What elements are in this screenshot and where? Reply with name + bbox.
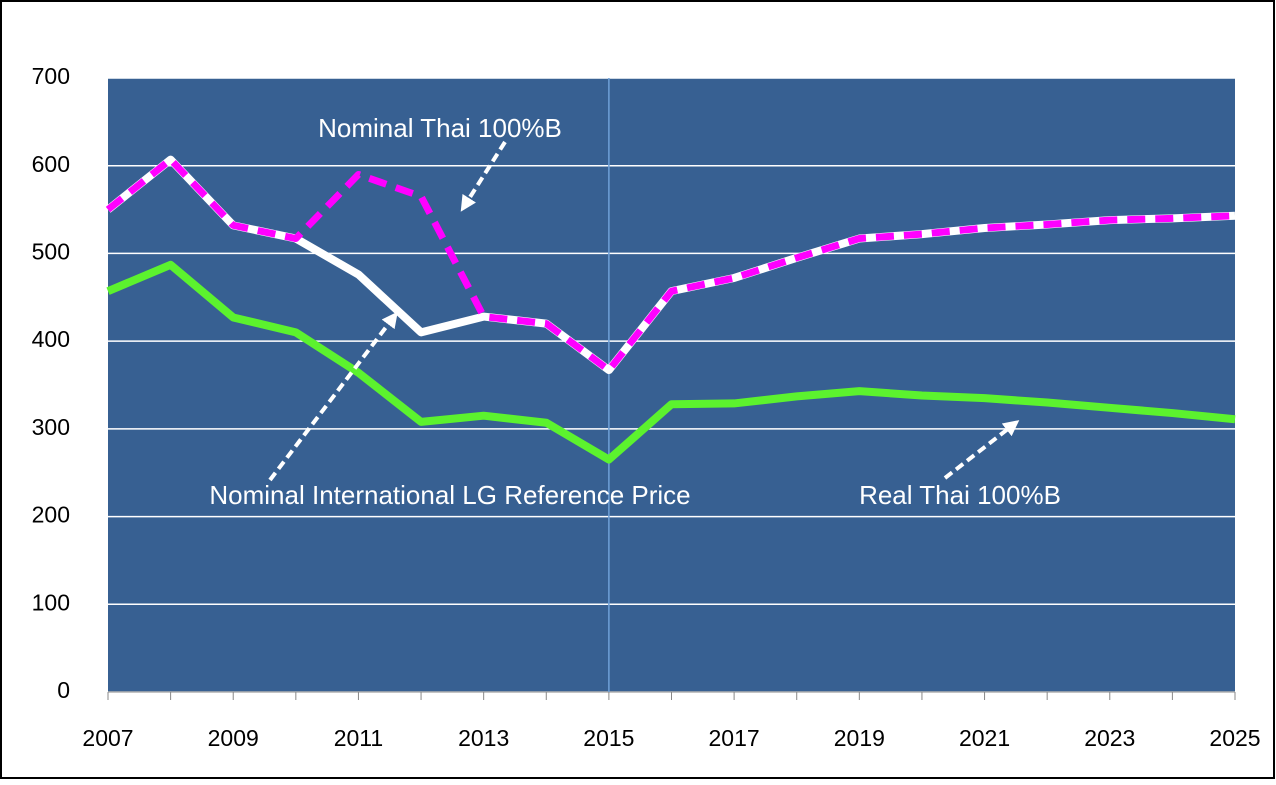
y-tick-label: 300	[32, 414, 70, 440]
x-tick-label: 2023	[1084, 725, 1135, 751]
y-tick-label: 500	[32, 239, 70, 265]
y-tick-label: 400	[32, 326, 70, 352]
series-annotation: Real Thai 100%B	[859, 480, 1061, 510]
plot-area	[108, 78, 1235, 692]
x-tick-label: 2015	[583, 725, 634, 751]
x-tick-label: 2009	[208, 725, 259, 751]
x-tick-label: 2021	[959, 725, 1010, 751]
x-tick-label: 2017	[709, 725, 760, 751]
x-tick-label: 2013	[458, 725, 509, 751]
series-line	[106, 260, 1236, 464]
x-tick-label: 2007	[82, 725, 133, 751]
y-tick-label: 700	[32, 63, 70, 89]
series-annotation: Nominal International LG Reference Price	[209, 480, 690, 510]
annotation-arrow	[460, 140, 507, 212]
y-tick-label: 200	[32, 502, 70, 528]
x-tick-label: 2019	[834, 725, 885, 751]
y-tick-label: 100	[32, 589, 70, 615]
y-tick-label: 600	[32, 151, 70, 177]
series-annotation: Nominal Thai 100%B	[318, 113, 562, 143]
y-tick-label: 0	[57, 677, 70, 703]
x-tick-label: 2011	[334, 725, 383, 751]
x-tick-label: 2025	[1209, 725, 1260, 751]
series-line	[105, 156, 1236, 374]
annotation-arrow	[943, 420, 1020, 480]
annotation-arrow	[268, 311, 398, 482]
